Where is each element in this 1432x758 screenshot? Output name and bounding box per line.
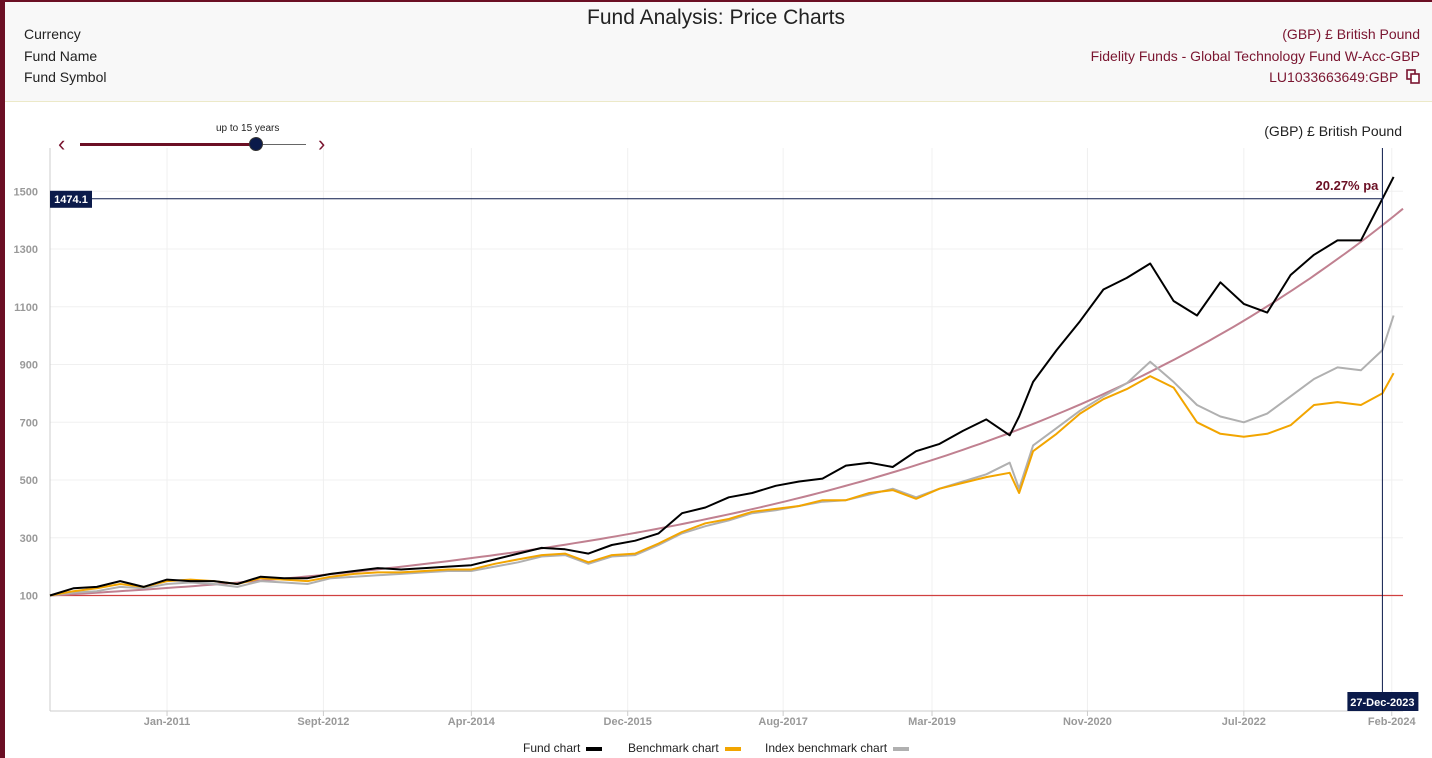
x-tick-label: Jan-2011 [144, 716, 190, 728]
fund-symbol-label: Fund Symbol [24, 69, 107, 85]
fund-name-value: Fidelity Funds - Global Technology Fund … [1090, 48, 1420, 64]
currency-value: (GBP) £ British Pound [1282, 26, 1420, 42]
fund-symbol-row: LU1033663649:GBP [1269, 69, 1420, 87]
index-series-line [49, 315, 1395, 597]
period-slider-rest [257, 144, 306, 145]
x-tick-label: Mar-2019 [908, 716, 956, 728]
growth-annotation: 20.27% pa [1316, 178, 1380, 193]
x-tick-label: Nov-2020 [1063, 716, 1112, 728]
y-tick-label: 700 [20, 417, 38, 429]
period-label: up to 15 years [216, 123, 280, 134]
y-tick-label: 300 [20, 533, 38, 545]
chevron-right-icon[interactable]: › [318, 131, 326, 156]
fund-name-label: Fund Name [24, 48, 98, 64]
chevron-left-icon[interactable]: ‹ [58, 131, 66, 156]
fund-header [5, 2, 1432, 102]
legend-index-label: Index benchmark chart [765, 741, 888, 755]
crosshair-date-label: 27-Dec-2023 [1350, 697, 1414, 709]
top-accent-bar [0, 0, 1432, 2]
x-tick-label: Aug-2017 [758, 716, 808, 728]
x-tick-label: Dec-2015 [604, 716, 652, 728]
chart-currency-label: (GBP) £ British Pound [1264, 123, 1402, 139]
benchmark-series-line [49, 372, 1395, 597]
y-tick-label: 500 [20, 475, 38, 487]
legend-benchmark[interactable]: Benchmark chart [628, 741, 741, 755]
x-tick-label: Feb-2024 [1368, 716, 1417, 728]
y-tick-label: 1100 [14, 302, 38, 314]
y-tick-label: 1300 [14, 244, 38, 256]
period-slider-handle[interactable] [249, 137, 263, 151]
period-slider[interactable] [80, 143, 306, 147]
page-title: Fund Analysis: Price Charts [587, 6, 845, 29]
x-tick-label: Apr-2014 [448, 716, 496, 728]
period-slider-fill [80, 143, 257, 146]
crosshair-date-badge [1347, 692, 1419, 711]
crosshair-value-badge [50, 190, 92, 208]
x-tick-label: Sept-2012 [297, 716, 349, 728]
crosshair-value-label: 1474.1 [54, 194, 88, 206]
fund-series-line [49, 176, 1395, 597]
y-tick-label: 1500 [14, 186, 38, 198]
legend-benchmark-label: Benchmark chart [628, 741, 719, 755]
legend-index[interactable]: Index benchmark chart [765, 741, 910, 755]
left-accent-bar [0, 0, 5, 758]
legend-index-swatch [893, 746, 910, 751]
y-tick-label: 100 [20, 591, 38, 603]
legend-fund-swatch [586, 746, 603, 751]
x-tick-label: Jul-2022 [1222, 716, 1266, 728]
copy-icon[interactable] [1406, 69, 1420, 87]
currency-label: Currency [24, 26, 81, 42]
y-tick-label: 900 [20, 360, 38, 372]
legend-fund-label: Fund chart [523, 741, 581, 755]
legend-fund[interactable]: Fund chart [523, 741, 603, 755]
legend-benchmark-swatch [724, 746, 741, 751]
fund-symbol-value: LU1033663649:GBP [1269, 69, 1399, 85]
